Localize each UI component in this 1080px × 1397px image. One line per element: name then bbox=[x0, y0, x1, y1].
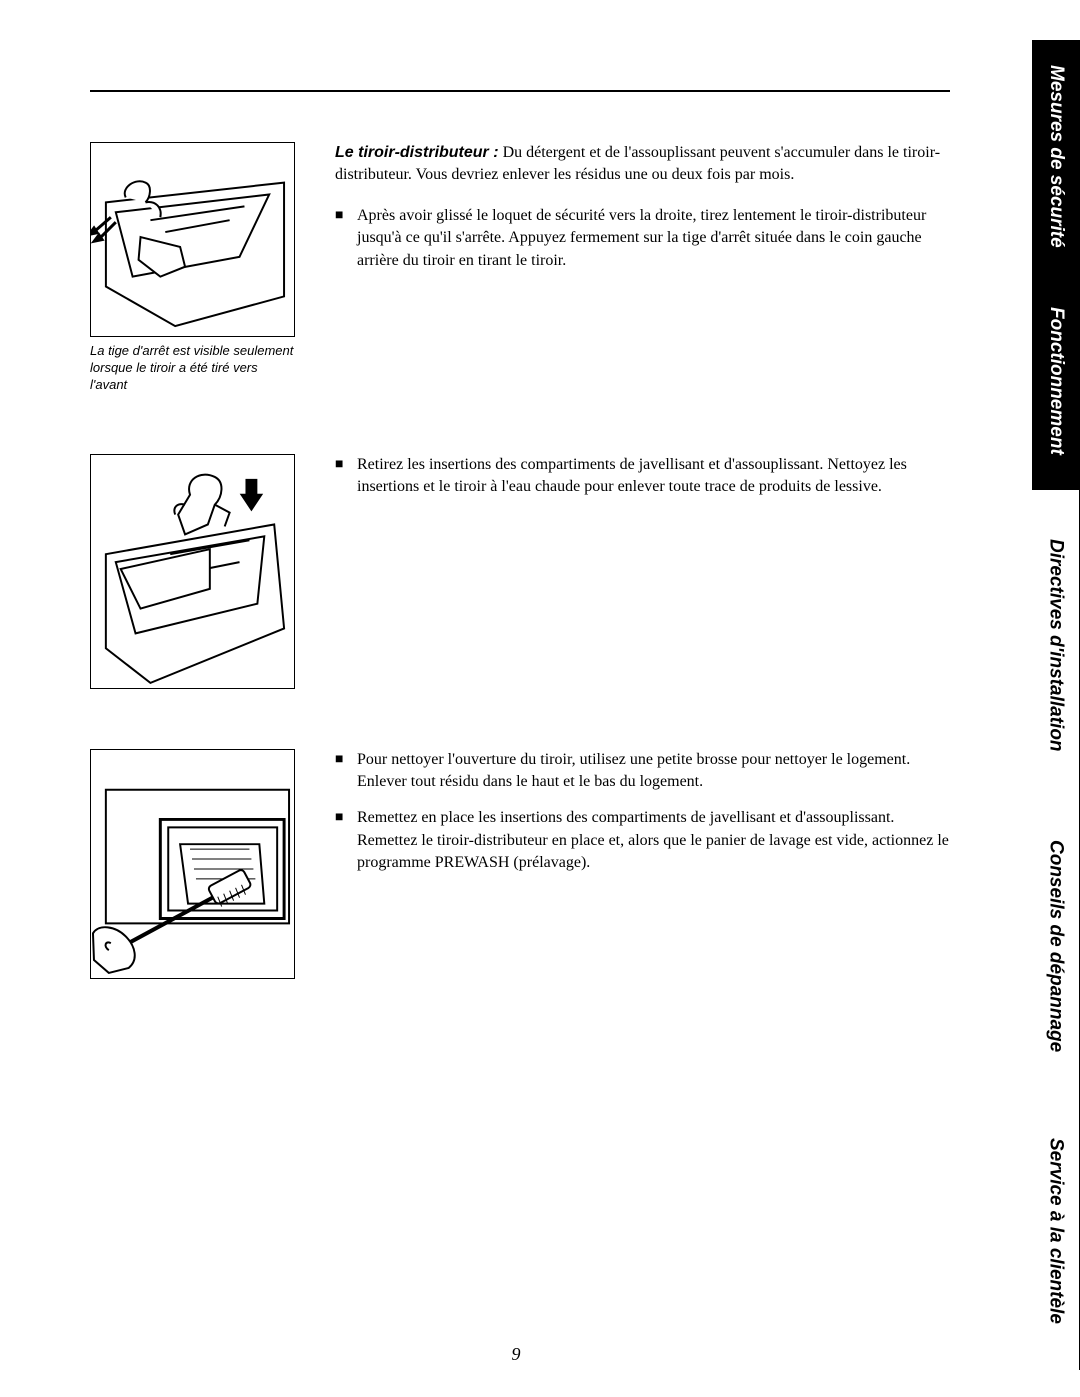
section-2: ■ Retirez les insertions des compartimen… bbox=[90, 454, 950, 689]
tab-fonctionnement[interactable]: Fonctionnement bbox=[1032, 272, 1080, 490]
section-1: La tige d'arrêt est visible seulement lo… bbox=[90, 142, 950, 394]
page-number: 9 bbox=[0, 1344, 1032, 1365]
tab-service-clientele[interactable]: Service à la clientèle bbox=[1032, 1092, 1080, 1370]
illustration-drawer-lift bbox=[90, 454, 295, 689]
tab-label: Service à la clientèle bbox=[1045, 1138, 1067, 1324]
brush-clean-svg bbox=[91, 750, 294, 978]
intro-bold-label: Le tiroir-distributeur : bbox=[335, 144, 499, 161]
text-col-2: ■ Retirez les insertions des compartimen… bbox=[335, 454, 950, 513]
illustration-caption-1: La tige d'arrêt est visible seulement lo… bbox=[90, 343, 295, 394]
bullet-item: ■ Remettez en place les insertions des c… bbox=[335, 807, 950, 874]
page: La tige d'arrêt est visible seulement lo… bbox=[0, 0, 1080, 1397]
tab-label: Mesures de sécurité bbox=[1045, 65, 1067, 248]
bullet-item: ■ Retirez les insertions des compartimen… bbox=[335, 454, 950, 499]
intro-paragraph: Le tiroir-distributeur : Du détergent et… bbox=[335, 142, 950, 187]
illustration-col-2 bbox=[90, 454, 295, 689]
tab-conseils-depannage[interactable]: Conseils de dépannage bbox=[1032, 800, 1080, 1092]
illustration-col-1: La tige d'arrêt est visible seulement lo… bbox=[90, 142, 295, 394]
bullet-marker: ■ bbox=[335, 205, 357, 272]
illustration-drawer-pull bbox=[90, 142, 295, 337]
tab-label: Directives d'installation bbox=[1045, 539, 1067, 752]
bullet-marker: ■ bbox=[335, 749, 357, 794]
illustration-col-3 bbox=[90, 749, 295, 979]
top-rule bbox=[90, 90, 950, 92]
tab-directives-installation[interactable]: Directives d'installation bbox=[1032, 490, 1080, 800]
text-col-3: ■ Pour nettoyer l'ouverture du tiroir, u… bbox=[335, 749, 950, 889]
sidebar-tabs: Mesures de sécurité Fonctionnement Direc… bbox=[1032, 40, 1080, 1370]
bullet-item: ■ Après avoir glissé le loquet de sécuri… bbox=[335, 205, 950, 272]
section-3: ■ Pour nettoyer l'ouverture du tiroir, u… bbox=[90, 749, 950, 979]
bullet-item: ■ Pour nettoyer l'ouverture du tiroir, u… bbox=[335, 749, 950, 794]
tab-label: Conseils de dépannage bbox=[1045, 840, 1067, 1052]
bullet-marker: ■ bbox=[335, 807, 357, 874]
text-col-1: Le tiroir-distributeur : Du détergent et… bbox=[335, 142, 950, 286]
bullet-text: Pour nettoyer l'ouverture du tiroir, uti… bbox=[357, 749, 950, 794]
bullet-marker: ■ bbox=[335, 454, 357, 499]
drawer-pull-svg bbox=[91, 143, 294, 336]
bullet-text: Remettez en place les insertions des com… bbox=[357, 807, 950, 874]
content-area: La tige d'arrêt est visible seulement lo… bbox=[90, 142, 1005, 979]
bullet-text: Après avoir glissé le loquet de sécurité… bbox=[357, 205, 950, 272]
bullet-text: Retirez les insertions des compartiments… bbox=[357, 454, 950, 499]
illustration-brush-clean bbox=[90, 749, 295, 979]
drawer-lift-svg bbox=[91, 455, 294, 688]
tab-mesures-securite[interactable]: Mesures de sécurité bbox=[1032, 40, 1080, 272]
tab-label: Fonctionnement bbox=[1045, 307, 1067, 455]
